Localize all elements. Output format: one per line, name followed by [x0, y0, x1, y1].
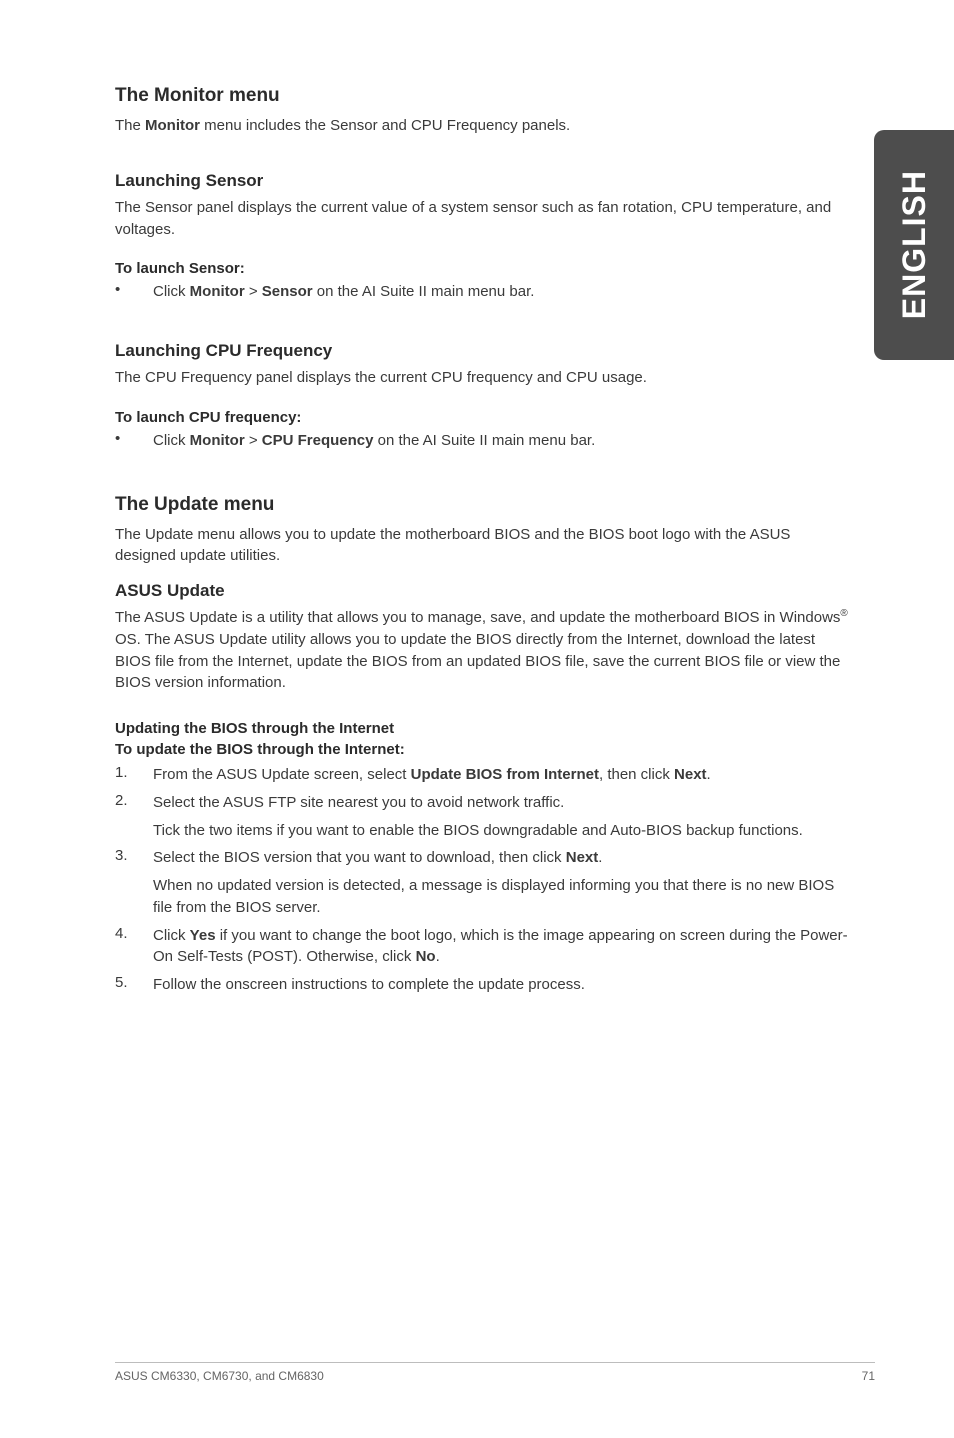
- bullet-body: Click Monitor > CPU Frequency on the AI …: [153, 430, 855, 452]
- step-number: 5.: [115, 974, 153, 996]
- language-tab-label: ENGLISH: [896, 170, 933, 319]
- text: OS. The ASUS Update utility allows you t…: [115, 631, 840, 692]
- text: Click: [153, 927, 190, 944]
- text: on the AI Suite II main menu bar.: [313, 283, 535, 300]
- bold: Monitor: [190, 432, 245, 449]
- footer-page-number: 71: [862, 1369, 875, 1383]
- sensor-desc: The Sensor panel displays the current va…: [115, 197, 855, 241]
- asus-update-heading: ASUS Update: [115, 581, 855, 601]
- bold: Yes: [190, 927, 216, 944]
- page-content: The Monitor menu The Monitor menu includ…: [115, 85, 855, 996]
- bullet-marker: •: [115, 281, 153, 303]
- bold: Monitor: [190, 283, 245, 300]
- updating-bios-heading: Updating the BIOS through the Internet: [115, 720, 855, 737]
- text: The ASUS Update is a utility that allows…: [115, 609, 840, 626]
- registered-mark: ®: [840, 608, 847, 619]
- launching-sensor-heading: Launching Sensor: [115, 171, 855, 191]
- step-body: Select the ASUS FTP site nearest you to …: [153, 792, 855, 814]
- step-body: Select the BIOS version that you want to…: [153, 847, 855, 869]
- bold: Monitor: [145, 117, 200, 134]
- step-body: From the ASUS Update screen, select Upda…: [153, 764, 855, 786]
- cpu-bullet: • Click Monitor > CPU Frequency on the A…: [115, 430, 855, 452]
- page-footer: ASUS CM6330, CM6730, and CM6830 71: [115, 1362, 875, 1383]
- bold: Next: [674, 766, 707, 783]
- text: Click: [153, 432, 190, 449]
- text: >: [245, 283, 262, 300]
- step-number: 2.: [115, 792, 153, 814]
- text: From the ASUS Update screen, select: [153, 766, 411, 783]
- to-update-bios: To update the BIOS through the Internet:: [115, 741, 855, 758]
- step-body: Follow the onscreen instructions to comp…: [153, 974, 855, 996]
- step-4: 4. Click Yes if you want to change the b…: [115, 925, 855, 969]
- text: on the AI Suite II main menu bar.: [373, 432, 595, 449]
- step-3-sub: When no updated version is detected, a m…: [153, 875, 855, 919]
- bullet-marker: •: [115, 430, 153, 452]
- step-number: 1.: [115, 764, 153, 786]
- cpu-desc: The CPU Frequency panel displays the cur…: [115, 367, 855, 389]
- update-menu-heading: The Update menu: [115, 494, 855, 516]
- monitor-intro: The Monitor menu includes the Sensor and…: [115, 115, 855, 137]
- bold: Update BIOS from Internet: [411, 766, 599, 783]
- text: >: [245, 432, 262, 449]
- step-2: 2. Select the ASUS FTP site nearest you …: [115, 792, 855, 814]
- language-tab: ENGLISH: [874, 130, 954, 360]
- text: .: [436, 948, 440, 965]
- step-3: 3. Select the BIOS version that you want…: [115, 847, 855, 869]
- to-launch-sensor: To launch Sensor:: [115, 260, 855, 277]
- to-launch-cpu: To launch CPU frequency:: [115, 409, 855, 426]
- monitor-menu-heading: The Monitor menu: [115, 85, 855, 107]
- text: .: [598, 849, 602, 866]
- text: menu includes the Sensor and CPU Frequen…: [200, 117, 570, 134]
- text: Click: [153, 283, 190, 300]
- footer-left: ASUS CM6330, CM6730, and CM6830: [115, 1369, 324, 1383]
- step-2-sub: Tick the two items if you want to enable…: [153, 820, 855, 842]
- text: .: [707, 766, 711, 783]
- update-intro: The Update menu allows you to update the…: [115, 524, 855, 568]
- step-1: 1. From the ASUS Update screen, select U…: [115, 764, 855, 786]
- step-number: 3.: [115, 847, 153, 869]
- asus-update-desc: The ASUS Update is a utility that allows…: [115, 607, 855, 694]
- bold: Next: [566, 849, 599, 866]
- text: Select the BIOS version that you want to…: [153, 849, 566, 866]
- text: if you want to change the boot logo, whi…: [153, 927, 848, 966]
- text: The: [115, 117, 145, 134]
- step-number: 4.: [115, 925, 153, 969]
- sensor-bullet: • Click Monitor > Sensor on the AI Suite…: [115, 281, 855, 303]
- bold: Sensor: [262, 283, 313, 300]
- bullet-body: Click Monitor > Sensor on the AI Suite I…: [153, 281, 855, 303]
- launching-cpu-heading: Launching CPU Frequency: [115, 341, 855, 361]
- step-body: Click Yes if you want to change the boot…: [153, 925, 855, 969]
- step-5: 5. Follow the onscreen instructions to c…: [115, 974, 855, 996]
- bold: No: [416, 948, 436, 965]
- text: , then click: [599, 766, 674, 783]
- bold: CPU Frequency: [262, 432, 374, 449]
